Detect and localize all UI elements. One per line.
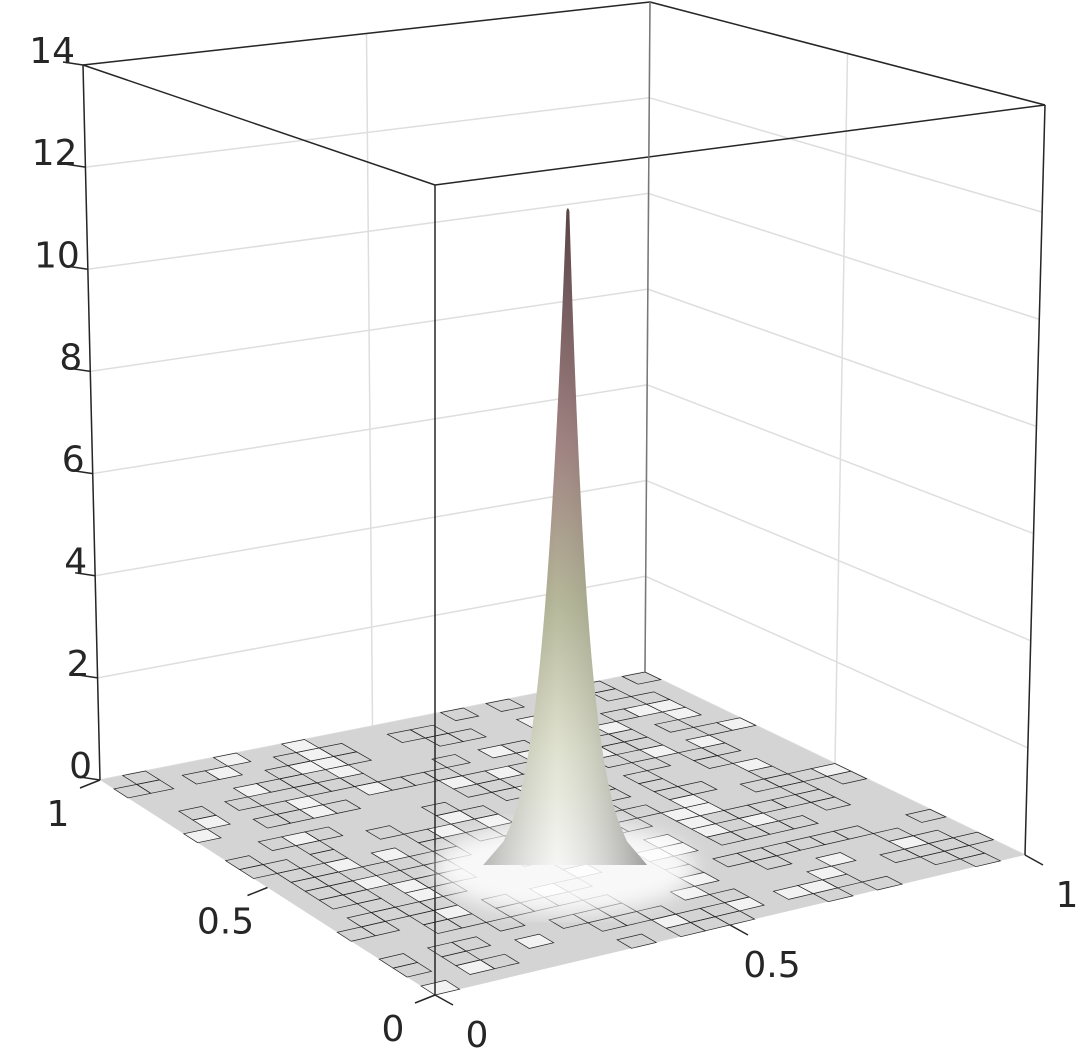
x-tick xyxy=(729,924,749,936)
floor-cell xyxy=(431,754,472,768)
x-tick-label: 0.5 xyxy=(743,945,800,986)
floor-cell xyxy=(485,698,526,712)
y-tick-label: 0.5 xyxy=(197,902,254,943)
z-tick-label: 8 xyxy=(59,337,82,378)
z-tick xyxy=(70,367,91,373)
axis-edge xyxy=(649,1,1046,106)
floor-cell xyxy=(439,707,480,721)
floor-cell xyxy=(365,825,405,840)
z-tick-label: 2 xyxy=(67,644,90,685)
x-tick xyxy=(434,994,454,1006)
z-tick xyxy=(67,265,88,271)
axis-edge xyxy=(82,64,101,781)
floor-cell xyxy=(912,829,955,844)
floor-cell xyxy=(262,859,302,874)
floor-cell xyxy=(304,826,344,841)
z-tick-label: 4 xyxy=(64,542,87,583)
floor-cell xyxy=(861,875,904,891)
x-tick-label: 1 xyxy=(1056,875,1079,916)
floor-cell xyxy=(708,888,751,904)
z-tick-label: 10 xyxy=(34,235,80,276)
z-tick-label: 0 xyxy=(69,746,92,787)
floor-cell xyxy=(635,905,677,921)
z-tick-label: 12 xyxy=(32,133,78,174)
floor-cell xyxy=(121,770,161,785)
grid-line xyxy=(365,33,374,727)
floor-cell xyxy=(621,804,663,819)
floor-cell xyxy=(731,757,774,772)
floor-cell xyxy=(409,724,450,739)
floor-cell xyxy=(904,808,947,823)
x-tick xyxy=(1024,854,1044,866)
axis-edge xyxy=(82,64,436,186)
floor-cell xyxy=(629,691,671,705)
floor-cell xyxy=(458,805,499,820)
z-tick xyxy=(62,61,84,66)
y-tick xyxy=(414,994,436,1004)
z-tick xyxy=(72,469,93,475)
z-tick xyxy=(75,571,96,577)
axis-edge xyxy=(434,104,1046,186)
floor-cell xyxy=(321,799,362,814)
floor-cell xyxy=(420,801,461,816)
floor-cell xyxy=(420,979,461,996)
floor-cell xyxy=(810,763,852,777)
floor-cell xyxy=(447,728,488,742)
floor-cell xyxy=(616,933,658,949)
floor-cell xyxy=(224,855,264,870)
floor-cell xyxy=(952,831,995,846)
floor-cell xyxy=(872,827,915,842)
floor-cell xyxy=(280,739,321,753)
floor-cell xyxy=(832,825,875,840)
floor-cell xyxy=(715,717,757,731)
floor-cell xyxy=(479,953,520,970)
y-tick xyxy=(79,779,101,789)
axis-edge xyxy=(1024,104,1046,856)
floor-cell xyxy=(451,936,492,952)
floor-cell xyxy=(513,933,555,949)
z-tick-label: 6 xyxy=(62,440,85,481)
axis-edge xyxy=(82,1,651,66)
y-tick-label: 0 xyxy=(382,1009,405,1050)
floor-cell xyxy=(777,815,820,830)
floor-cell xyxy=(177,806,217,821)
y-tick xyxy=(247,886,268,897)
axis-edge xyxy=(644,1,651,673)
floor-cell xyxy=(212,752,252,767)
floor-cell xyxy=(815,852,857,867)
floor-cell xyxy=(676,781,718,795)
z-tick-label: 14 xyxy=(29,31,75,72)
grid-line xyxy=(834,53,849,764)
floor-cell xyxy=(378,953,419,969)
z-tick xyxy=(65,163,86,168)
surface-peak-shade xyxy=(483,208,648,865)
y-tick-label: 1 xyxy=(47,794,70,835)
x-tick-label: 0 xyxy=(466,1015,489,1054)
floor-cell xyxy=(318,743,358,757)
z-tick xyxy=(77,674,98,679)
z-tick xyxy=(79,776,101,781)
floor-cell xyxy=(370,847,411,863)
